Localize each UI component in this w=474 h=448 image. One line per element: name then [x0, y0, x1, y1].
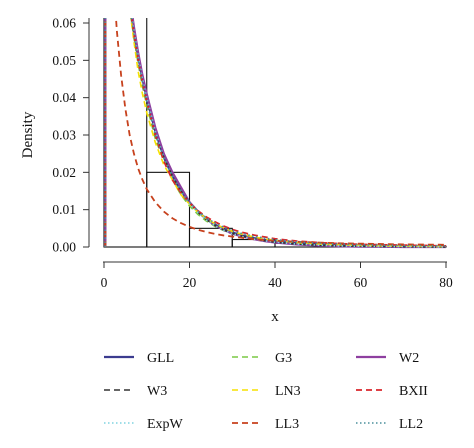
histogram-bar — [188, 227, 233, 248]
legend: GLL G3 W2 W3 LN3 BXII ExpW LL3 LL2 — [104, 351, 428, 432]
legend-label: GLL — [147, 351, 174, 366]
density-series-lines — [104, 18, 447, 249]
legend-label: LN3 — [275, 384, 301, 399]
legend-label: BXII — [399, 384, 428, 399]
density-line-w3 — [104, 18, 447, 248]
density-line-g3 — [104, 18, 447, 248]
x-tick-label: 0 — [101, 275, 108, 290]
x-tick-label: 20 — [183, 275, 197, 290]
y-ticks: 0.00 0.01 0.02 0.03 0.04 0.05 0.06 — [52, 16, 89, 255]
histogram-bar — [146, 171, 191, 248]
y-tick-label: 0.05 — [52, 53, 76, 68]
y-tick-label: 0.04 — [52, 90, 76, 105]
y-axis-title: Density — [20, 111, 36, 158]
x-tick-label: 80 — [439, 275, 453, 290]
density-line-ll3 — [104, 18, 447, 247]
x-tick-label: 40 — [268, 275, 282, 290]
legend-label: G3 — [275, 351, 292, 366]
density-line-ln3 — [104, 18, 447, 248]
x-tick-label: 60 — [354, 275, 368, 290]
density-line-w2 — [104, 18, 446, 249]
x-ticks: 0 20 40 60 80 — [101, 262, 453, 290]
y-tick-label: 0.00 — [52, 240, 76, 255]
x-axis-title: x — [271, 309, 279, 325]
legend-label: W2 — [399, 351, 419, 366]
legend-label: ExpW — [147, 417, 184, 432]
density-line-gll — [104, 18, 447, 248]
y-tick-label: 0.06 — [52, 16, 76, 31]
density-line-ll2 — [104, 18, 447, 247]
y-tick-label: 0.01 — [52, 202, 76, 217]
legend-label: W3 — [147, 384, 167, 399]
density-line-expw — [104, 18, 447, 248]
histogram-bar — [103, 18, 148, 248]
density-line-bxii — [104, 18, 447, 247]
legend-label: LL3 — [275, 417, 299, 432]
legend-label: LL2 — [399, 417, 423, 432]
y-tick-label: 0.03 — [52, 128, 76, 143]
y-tick-label: 0.02 — [52, 165, 76, 180]
